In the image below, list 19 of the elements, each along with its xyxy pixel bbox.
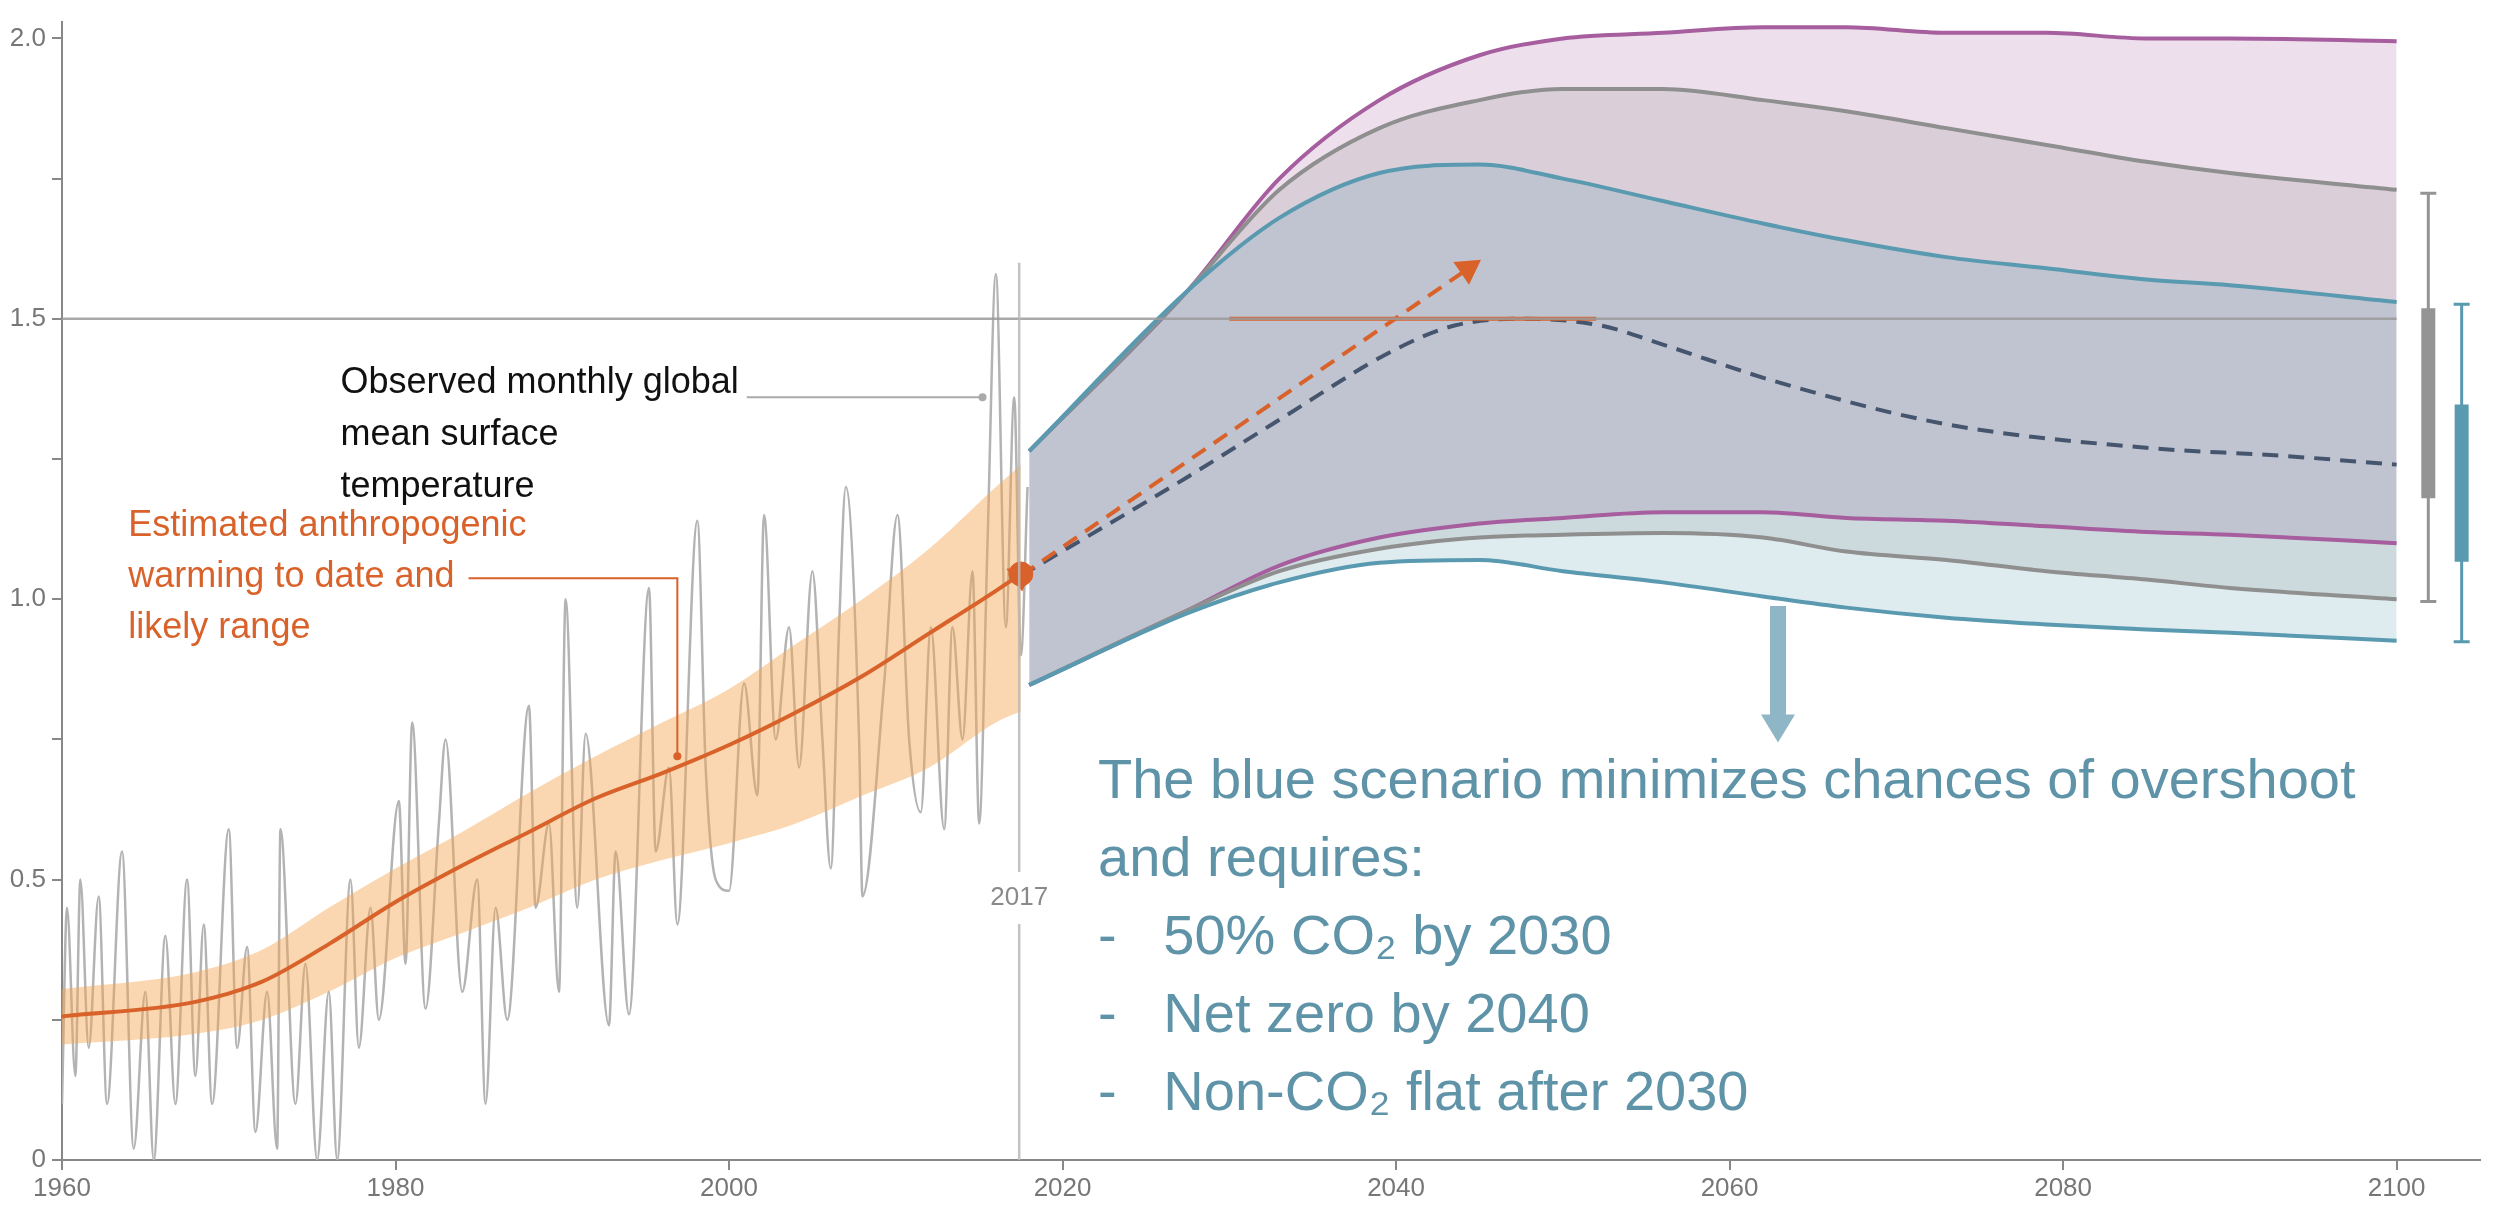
x-tick-label: 2000 [700,1171,758,1202]
x-tick-label: 2040 [1367,1171,1425,1202]
y-tick-label: 1.0 [9,582,46,613]
annotation: The blue scenario minimizes chances of overshoot and requires: [1098,747,2356,889]
y-tick-label: 0.5 [9,862,46,893]
x-tick-label: 2060 [1700,1171,1759,1202]
x-tick-label: 2100 [2367,1171,2426,1202]
ref-line-label: 2017 [990,881,1049,912]
annotation: - Net zero by 2040 [1098,981,1590,1045]
annotation: - 50% CO₂ by 2030 [1098,903,1612,967]
x-tick-label: 2020 [1033,1171,1092,1202]
y-tick-label: 1.5 [9,301,46,332]
x-tick-label: 1960 [33,1171,91,1202]
annotation: Observed monthly global mean surface temperature [340,360,739,506]
y-tick-label: 0 [31,1143,46,1174]
x-tick-label: 1980 [366,1171,425,1202]
annotation: - Non-CO₂ flat after 2030 [1098,1059,1749,1123]
x-tick-label: 2080 [2034,1171,2093,1202]
y-tick-label: 2.0 [9,21,46,52]
